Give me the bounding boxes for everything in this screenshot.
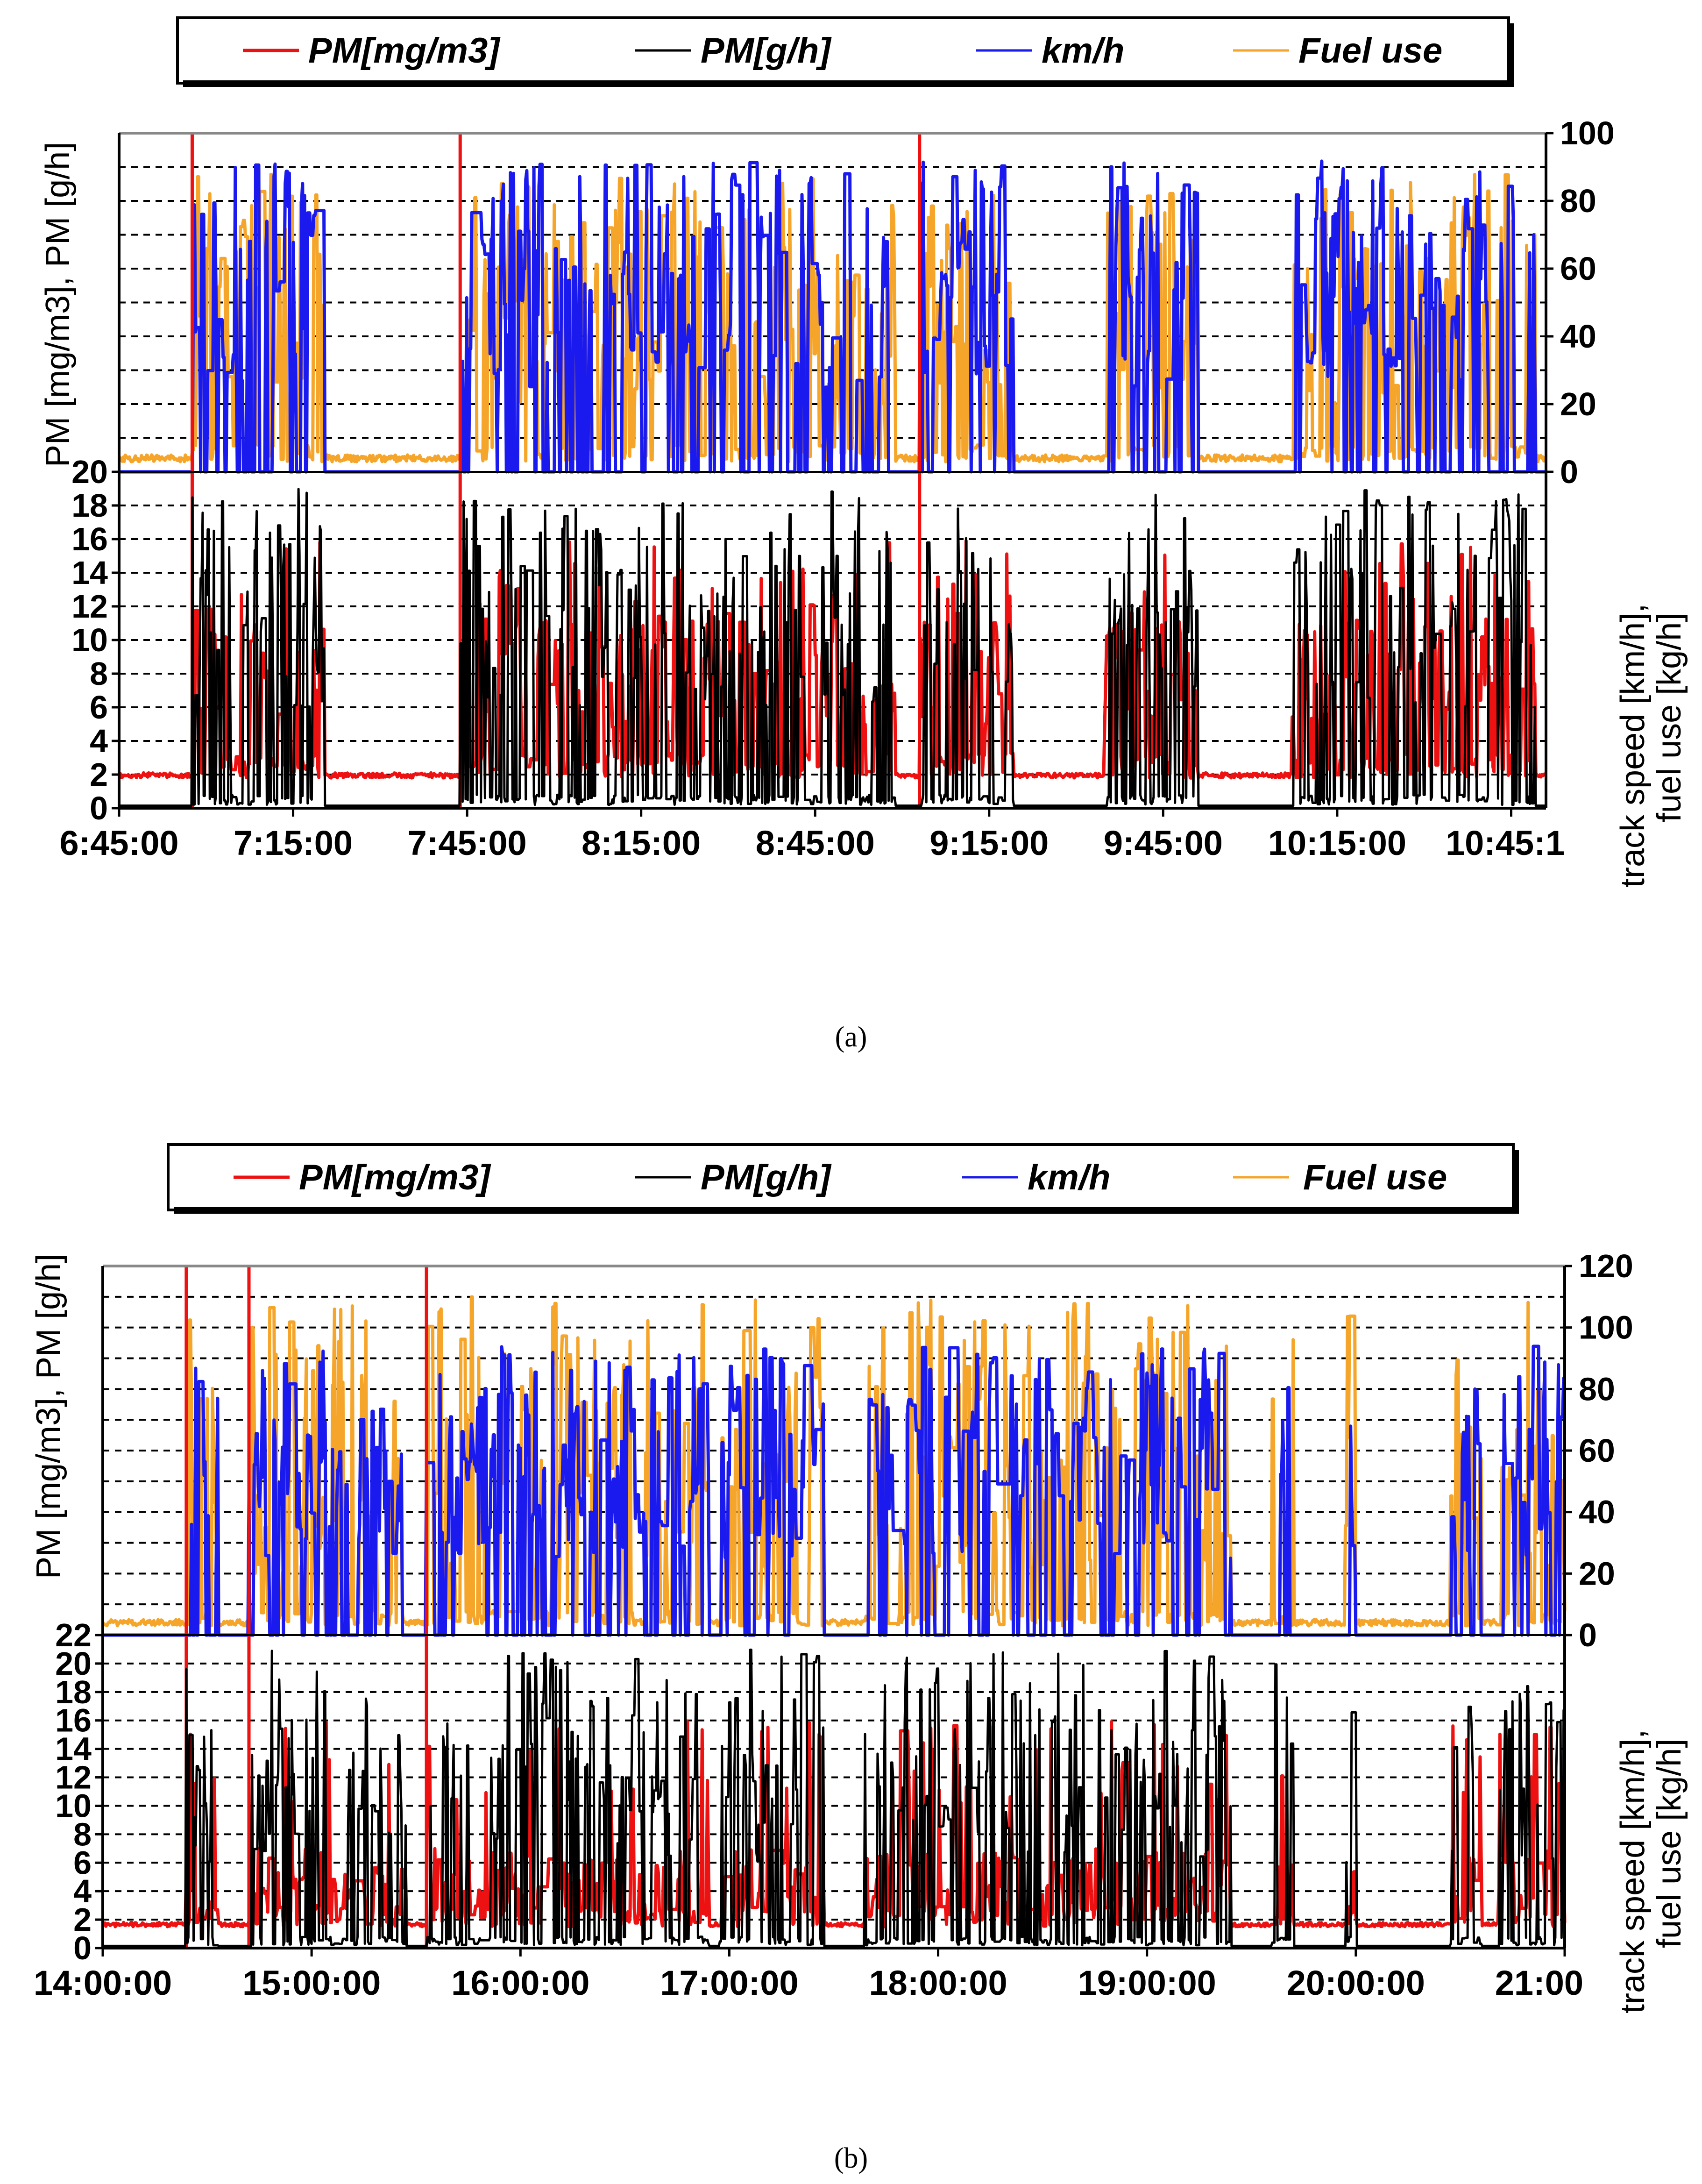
y-left-tick-label: 16 bbox=[55, 1702, 92, 1739]
y-right-tick-label: 60 bbox=[1579, 1432, 1615, 1469]
y-left-tick-label: 14 bbox=[55, 1731, 92, 1767]
y-left-tick-label: 20 bbox=[55, 1645, 92, 1682]
y-left-tick-label: 0 bbox=[73, 1930, 92, 1966]
x-tick-label: 19:00:00 bbox=[1078, 1963, 1216, 2002]
x-tick-label: 8:45:00 bbox=[756, 824, 875, 862]
y-right-tick-label: 40 bbox=[1579, 1494, 1615, 1530]
x-tick-label: 10:15:00 bbox=[1268, 824, 1406, 862]
y-left-tick-label: 18 bbox=[55, 1674, 92, 1710]
y-right-tick-label: 80 bbox=[1579, 1371, 1615, 1407]
x-tick-label: 14:00:00 bbox=[34, 1963, 172, 2002]
legend-label-pm-conc: PM[mg/m3] bbox=[308, 31, 501, 71]
legend-shadow-side bbox=[1508, 23, 1514, 87]
y-right-tick-label: 80 bbox=[1560, 183, 1596, 219]
axes-frame bbox=[118, 132, 1547, 810]
y-left-tick-label: 8 bbox=[90, 655, 108, 692]
y-left-tick-label: 14 bbox=[71, 555, 108, 591]
y-left-tick-label: 6 bbox=[73, 1844, 92, 1881]
x-tick-label: 15:00:00 bbox=[242, 1963, 381, 2002]
y-axis-left-label: PM [mg/m3], PM [g/h] bbox=[30, 1254, 67, 1579]
y-left-tick-label: 0 bbox=[90, 790, 108, 826]
legend-label-pm-rate: PM[g/h] bbox=[701, 1158, 832, 1197]
series-pm-rate bbox=[119, 488, 1546, 807]
y-left-tick-label: 22 bbox=[55, 1617, 92, 1653]
series-pm-rate bbox=[102, 1648, 1566, 1947]
x-tick-label: 20:00:00 bbox=[1287, 1963, 1425, 2002]
legend-label-fuel: Fuel use bbox=[1303, 1158, 1447, 1197]
chart-b-svg: PM[mg/m3] PM[g/h] km/h Fuel use 02040608… bbox=[30, 1143, 1688, 2174]
x-ticks: 6:45:00 7:15:00 7:45:00 8:15:00 8:45:00 9:15:… bbox=[59, 808, 1565, 862]
x-tick-label: 9:45:00 bbox=[1104, 824, 1223, 862]
y-left-tick-label: 20 bbox=[71, 454, 108, 490]
chart-a-svg: PM[mg/m3] PM[g/h] km/h Fuel use 02040608… bbox=[39, 16, 1688, 1053]
y-axis-right-label-1: track speed [km/h], bbox=[1614, 1729, 1652, 2013]
y-right-tick-label: 100 bbox=[1579, 1309, 1633, 1346]
y-left-tick-label: 2 bbox=[90, 756, 108, 793]
x-ticks: 14:00:00 15:00:00 16:00:00 17:00:00 18:00:00… bbox=[34, 1948, 1583, 2002]
x-tick-label: 7:45:00 bbox=[408, 824, 527, 862]
y-right-tick-label: 100 bbox=[1560, 115, 1615, 151]
y-right-tick-label: 20 bbox=[1579, 1555, 1615, 1592]
y-axis-left-label: PM [mg/m3], PM [g/h] bbox=[39, 142, 77, 467]
x-tick-label: 6:45:00 bbox=[59, 824, 178, 862]
y-axis-right-label-1: track speed [km/h], bbox=[1614, 604, 1652, 888]
x-tick-label: 17:00:00 bbox=[660, 1963, 798, 2002]
pm-rate-line bbox=[102, 1648, 1566, 1947]
y-right-tick-label: 20 bbox=[1560, 386, 1596, 422]
x-tick-label: 8:15:00 bbox=[582, 824, 701, 862]
legend-label-pm-rate: PM[g/h] bbox=[701, 31, 832, 71]
x-tick-label: 7:15:00 bbox=[234, 824, 353, 862]
legend-label-fuel: Fuel use bbox=[1298, 31, 1442, 71]
legend: PM[mg/m3] PM[g/h] km/h Fuel use bbox=[167, 1143, 1519, 1214]
series-speed bbox=[118, 159, 1547, 474]
y-right-tick-label: 0 bbox=[1579, 1617, 1597, 1653]
x-tick-label: 21:00 bbox=[1495, 1963, 1583, 2002]
caption: (a) bbox=[835, 1021, 867, 1053]
y-left-tick-label: 16 bbox=[71, 521, 108, 557]
y-left-tick-label: 2 bbox=[73, 1901, 92, 1938]
legend-label-speed: km/h bbox=[1042, 31, 1124, 71]
y-left-tick-label: 8 bbox=[73, 1816, 92, 1852]
legend-shadow-side bbox=[1512, 1150, 1519, 1214]
y-right-tick-label: 0 bbox=[1560, 454, 1578, 490]
x-tick-label: 16:00:00 bbox=[451, 1963, 589, 2002]
y-axis-right-label-2: fuel use [kg/h] bbox=[1651, 1739, 1688, 1948]
y-left-tick-label: 12 bbox=[71, 588, 108, 625]
legend: PM[mg/m3] PM[g/h] km/h Fuel use bbox=[176, 16, 1514, 87]
legend-label-speed: km/h bbox=[1028, 1158, 1110, 1197]
legend-shadow bbox=[174, 1207, 1519, 1214]
y-left-tick-label: 12 bbox=[55, 1759, 92, 1796]
y-left-tick-label: 10 bbox=[71, 622, 108, 658]
y-left-tick-label: 10 bbox=[55, 1787, 92, 1824]
caption: (b) bbox=[834, 2142, 868, 2174]
pm-rate-line bbox=[119, 488, 1546, 807]
x-tick-label: 10:45:1 bbox=[1446, 824, 1565, 862]
y-ticks-right: 0 20 40 60 80 100 120 bbox=[1565, 1248, 1633, 1653]
y-axis-right-label-2: fuel use [kg/h] bbox=[1651, 613, 1688, 822]
legend-shadow bbox=[183, 80, 1514, 87]
y-right-tick-label: 40 bbox=[1560, 318, 1596, 355]
y-ticks-right: 0 20 40 60 80 100 bbox=[1546, 115, 1615, 490]
y-left-tick-label: 4 bbox=[73, 1873, 92, 1909]
y-left-tick-label: 6 bbox=[90, 689, 108, 726]
y-left-tick-label: 4 bbox=[90, 723, 108, 759]
chart-panel-b: PM[mg/m3] PM[g/h] km/h Fuel use 0 20 40 60 8… bbox=[0, 1126, 1702, 2184]
x-tick-label: 9:15:00 bbox=[929, 824, 1049, 862]
legend-label-pm-conc: PM[mg/m3] bbox=[299, 1158, 491, 1197]
y-right-tick-label: 120 bbox=[1579, 1248, 1633, 1284]
speed-line bbox=[118, 159, 1547, 474]
x-tick-label: 18:00:00 bbox=[869, 1963, 1007, 2002]
chart-panel-a: PM[mg/m3] PM[g/h] km/h Fuel use 0 20 40 60 8… bbox=[0, 0, 1702, 1074]
y-right-tick-label: 60 bbox=[1560, 250, 1596, 287]
y-left-tick-label: 18 bbox=[71, 487, 108, 524]
